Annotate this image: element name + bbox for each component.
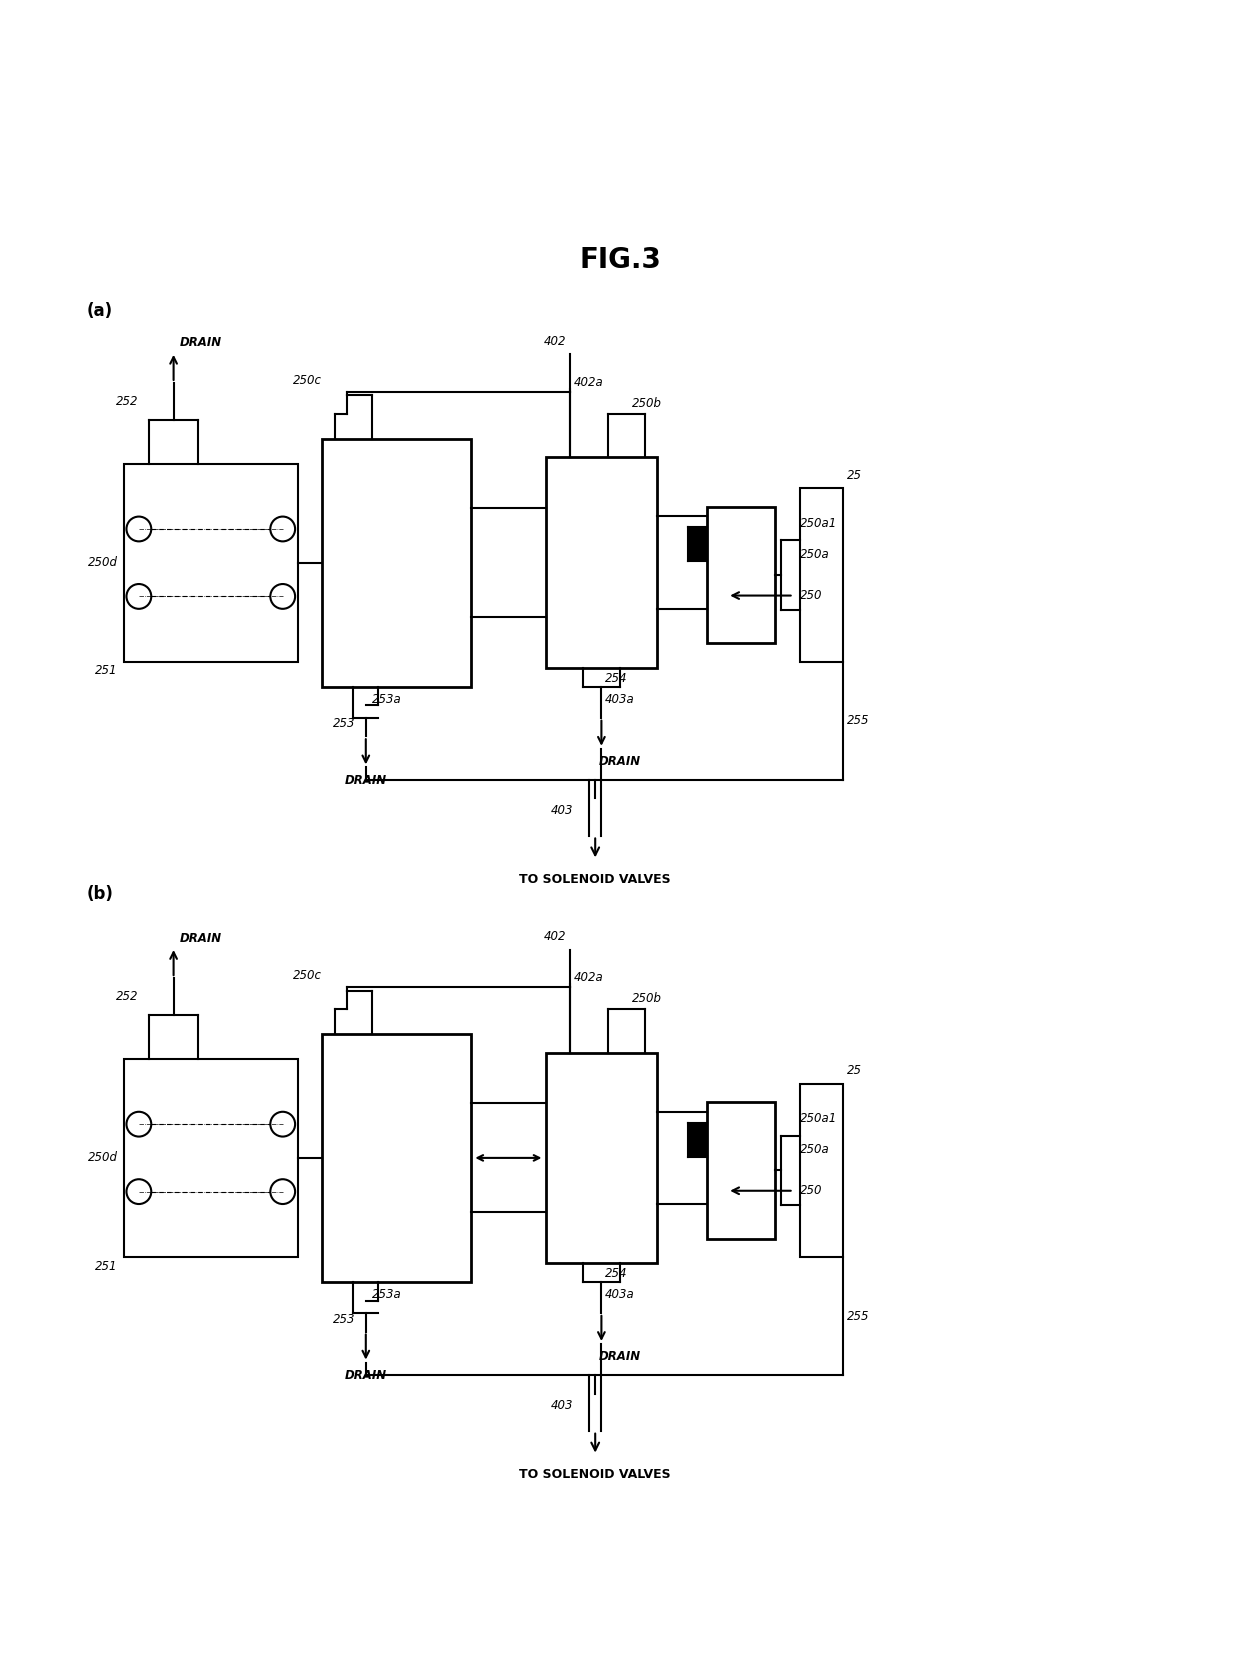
Text: DRAIN: DRAIN [345, 1369, 387, 1382]
Text: 252: 252 [117, 991, 139, 1003]
Text: 402a: 402a [574, 971, 604, 984]
Text: 25: 25 [847, 1064, 862, 1078]
Text: 251: 251 [95, 665, 118, 677]
Text: TO SOLENOID VALVES: TO SOLENOID VALVES [520, 872, 671, 886]
Text: (a): (a) [87, 302, 113, 321]
Text: 403a: 403a [605, 1288, 635, 1302]
Text: 253: 253 [334, 1313, 356, 1325]
Bar [124, 463, 298, 662]
Bar [124, 1059, 298, 1257]
Text: 25: 25 [847, 470, 862, 483]
Text: 253a: 253a [372, 1288, 402, 1302]
Text: DRAIN: DRAIN [599, 1350, 641, 1364]
Text: 250b: 250b [632, 398, 662, 409]
Text: 250d: 250d [88, 1151, 118, 1165]
Text: DRAIN: DRAIN [180, 932, 222, 944]
Text: 254: 254 [605, 672, 627, 685]
Text: 250a: 250a [800, 548, 830, 561]
Bar [688, 1123, 707, 1156]
Text: 250a1: 250a1 [800, 516, 837, 530]
Bar [688, 528, 707, 561]
Bar [800, 1083, 843, 1257]
Text: 253: 253 [334, 717, 356, 730]
Text: 403: 403 [551, 1399, 573, 1412]
Text: 250a1: 250a1 [800, 1111, 837, 1125]
Text: FIG.3: FIG.3 [579, 247, 661, 274]
Text: 250: 250 [800, 1185, 822, 1196]
Text: 253a: 253a [372, 693, 402, 705]
Text: 250d: 250d [88, 556, 118, 570]
Text: (b): (b) [87, 886, 114, 902]
Text: TO SOLENOID VALVES: TO SOLENOID VALVES [520, 1467, 671, 1481]
Text: 252: 252 [117, 394, 139, 408]
Text: DRAIN: DRAIN [345, 774, 387, 787]
Text: 250b: 250b [632, 993, 662, 1006]
Text: 250: 250 [800, 590, 822, 602]
Bar [322, 1034, 471, 1282]
Text: 250c: 250c [294, 374, 322, 386]
Text: 255: 255 [847, 714, 869, 727]
Text: DRAIN: DRAIN [180, 336, 222, 349]
Bar [546, 1053, 657, 1263]
Text: 250a: 250a [800, 1143, 830, 1156]
Text: 251: 251 [95, 1260, 118, 1273]
Bar [707, 1103, 775, 1238]
Text: 402a: 402a [574, 376, 604, 389]
Bar [322, 439, 471, 687]
Text: 403a: 403a [605, 693, 635, 705]
Text: 250c: 250c [294, 969, 322, 983]
Text: 254: 254 [605, 1267, 627, 1280]
Text: 402: 402 [544, 336, 567, 348]
Bar [707, 506, 775, 643]
Text: 402: 402 [544, 931, 567, 944]
Text: DRAIN: DRAIN [599, 755, 641, 769]
Bar [546, 458, 657, 668]
Text: 255: 255 [847, 1310, 869, 1322]
Bar [800, 488, 843, 662]
Text: 403: 403 [551, 804, 573, 817]
